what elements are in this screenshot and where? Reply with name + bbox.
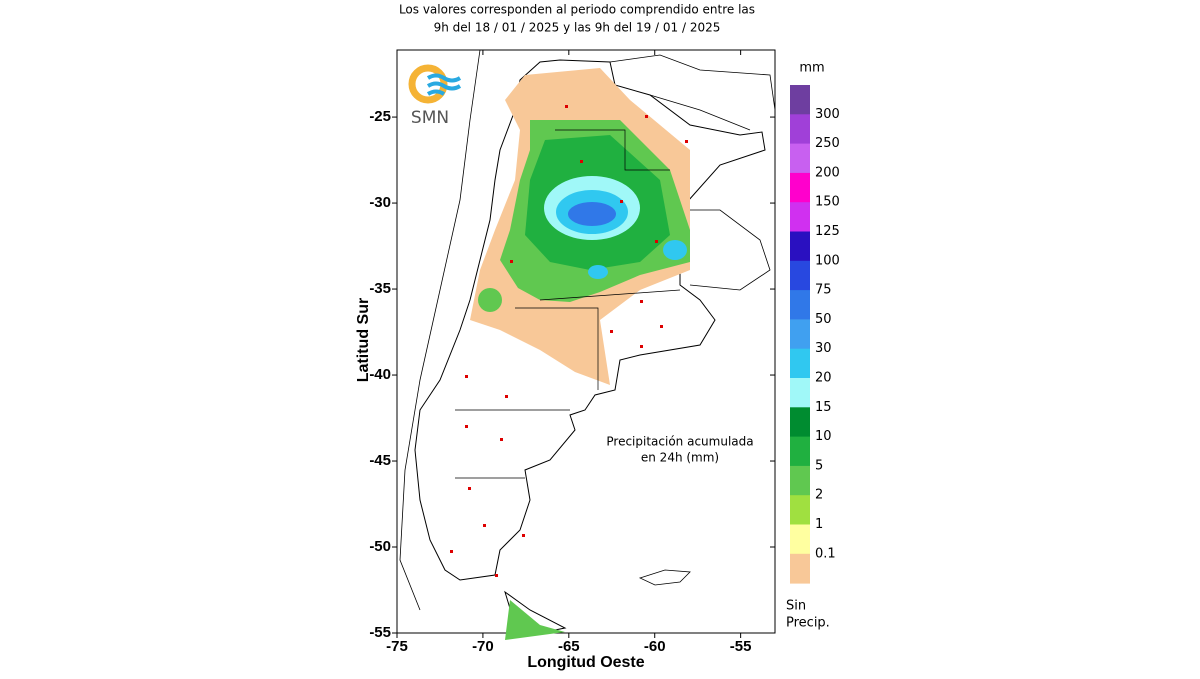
legend-swatch	[790, 378, 810, 408]
legend-label: 50	[815, 312, 832, 327]
legend-label: 0.1	[815, 546, 836, 561]
precip-area	[478, 288, 502, 312]
annotation: en 24h (mm)	[641, 451, 719, 465]
legend-label: 100	[815, 253, 840, 268]
legend-swatch	[790, 143, 810, 174]
logo-waves	[426, 73, 462, 96]
legend-swatch	[790, 260, 810, 291]
no-precip-label: Precip.	[786, 616, 830, 631]
legend-swatch	[790, 436, 810, 467]
x-axis-title: Longitud Oeste	[527, 654, 644, 671]
legend-swatch	[790, 465, 810, 496]
legend-label: 5	[815, 458, 823, 473]
precip-area	[663, 240, 687, 260]
legend-label: 250	[815, 136, 840, 151]
province-borders	[455, 129, 681, 479]
legend-label: 10	[815, 429, 832, 444]
legend-swatch	[790, 172, 810, 203]
legend-label: 2	[815, 488, 823, 503]
legend-swatch	[790, 524, 810, 555]
legend-swatch	[790, 202, 810, 232]
x-tick-label: -70	[472, 638, 494, 655]
logo: SMN	[408, 64, 462, 128]
y-tick-label: -50	[369, 538, 391, 555]
y-tick-label: -40	[369, 366, 391, 383]
legend-swatch	[790, 290, 810, 320]
legend-label: 20	[815, 371, 832, 386]
x-tick-label: -65	[558, 638, 580, 655]
y-tick-label: -30	[369, 194, 391, 211]
legend-swatch	[790, 495, 810, 525]
legend-label: 1	[815, 517, 823, 532]
y-tick-label: -35	[369, 280, 391, 297]
legend-label: 125	[815, 224, 840, 239]
legend-label: 15	[815, 400, 832, 415]
legend-label: 200	[815, 165, 840, 180]
y-axis-title: Latitud Sur	[355, 298, 372, 382]
legend-swatch	[790, 85, 810, 115]
x-tick-label: -60	[644, 638, 666, 655]
y-tick-label: -25	[369, 108, 391, 125]
no-precip-label: Sin	[786, 599, 806, 614]
annotation: Precipitación acumulada	[606, 435, 753, 449]
legend-title: mm	[799, 61, 824, 76]
x-tick-label: -75	[386, 638, 408, 655]
map-area	[396, 49, 776, 640]
chile-coast	[399, 49, 481, 611]
legend-swatch	[790, 319, 810, 350]
y-tick-label: -55	[369, 624, 391, 641]
legend-swatch	[790, 114, 810, 145]
header-line: 9h del 18 / 01 / 2025 y las 9h del 19 / …	[434, 21, 721, 35]
header-line: Los valores corresponden al periodo comp…	[399, 3, 755, 17]
logo-text: SMN	[411, 108, 449, 128]
legend-label: 300	[815, 107, 840, 122]
precip-area	[568, 202, 616, 226]
legend-label: 150	[815, 195, 840, 210]
legend-swatch	[790, 348, 810, 379]
malvinas	[638, 569, 691, 586]
y-tick-label: -45	[369, 452, 391, 469]
legend-swatch	[790, 231, 810, 262]
precip-area	[505, 600, 565, 640]
legend-label: 30	[815, 341, 832, 356]
legend-swatch	[790, 407, 810, 438]
stations	[450, 105, 688, 577]
x-tick-label: -55	[730, 638, 752, 655]
legend-swatch	[790, 553, 810, 584]
precip-area	[588, 265, 608, 279]
neighbour-borders	[609, 54, 776, 291]
legend-label: 75	[815, 283, 832, 298]
